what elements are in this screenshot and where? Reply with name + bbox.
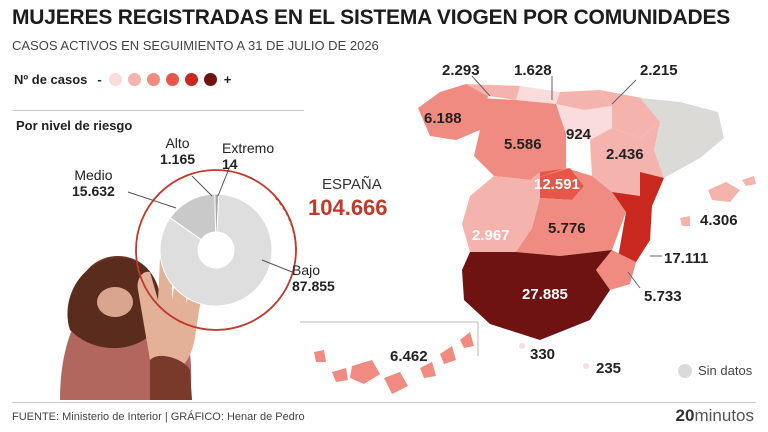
region-shape [516, 168, 626, 256]
legend-swatch [127, 73, 141, 86]
color-legend: Nº de casos - + [14, 72, 235, 87]
no-data-swatch [678, 363, 692, 378]
legend-label: Nº de casos [14, 72, 88, 87]
legend-swatch [203, 73, 217, 86]
donut-chart [127, 165, 293, 307]
region-shape [596, 250, 636, 290]
region-shape [418, 84, 488, 140]
footer-source: FUENTE: Ministerio de Interior | GRÁFICO… [12, 411, 305, 423]
brand-logo: 20minutos [676, 406, 754, 426]
region-shape [583, 363, 589, 369]
region-shape [466, 84, 520, 100]
region-shape [556, 104, 612, 140]
map-label: 924 [566, 126, 592, 143]
no-data-label: Sin datos [698, 363, 753, 378]
total-connector [275, 197, 297, 251]
region-shape [440, 346, 456, 364]
region-shape [314, 350, 326, 362]
donut-leader-line [127, 191, 177, 209]
legend-swatch [146, 73, 160, 86]
region-shape [460, 332, 474, 348]
label-alto: Alto 1.165 [160, 135, 196, 167]
region-shape [640, 98, 724, 178]
region-shape [556, 90, 612, 110]
legend-minus: - [97, 72, 102, 87]
region-shape [680, 216, 690, 226]
region-shape [462, 172, 540, 252]
total-value: 104.666 [308, 195, 388, 220]
map-label: 5.733 [644, 288, 682, 305]
region-shape [462, 250, 612, 340]
region-shape [420, 362, 436, 378]
risk-title: Por nivel de riesgo [16, 118, 133, 133]
label-bajo: Bajo 87.855 [292, 262, 335, 294]
map-label: 2.293 [442, 62, 480, 79]
footer-divider [12, 402, 756, 403]
region-shape [350, 360, 380, 384]
legend-swatch [108, 73, 122, 86]
map-label: 1.628 [514, 62, 552, 79]
map-label: 2.436 [606, 146, 644, 163]
legend-dots [106, 73, 220, 86]
donut-slice-alto [214, 193, 220, 233]
brand-num: 20 [675, 406, 695, 425]
page-title: MUJERES REGISTRADAS EN EL SISTEMA VIOGEN… [12, 6, 731, 29]
map-label: 27.885 [522, 286, 568, 303]
region-shape [612, 172, 664, 262]
map-label: 6.462 [390, 348, 428, 365]
donut-leader-line [217, 165, 231, 197]
canarias-frame [300, 321, 479, 356]
donut-slice-bajo [159, 193, 273, 307]
region-shape [708, 182, 740, 202]
total-label: ESPAÑA [322, 176, 382, 193]
label-extremo: Extremo 14 [222, 140, 275, 172]
leader-line [627, 271, 641, 289]
label-medio: Medio 15.632 [72, 167, 115, 199]
map-label: 2.967 [472, 227, 510, 244]
donut-leader-line [261, 259, 293, 273]
region-shape [540, 168, 584, 200]
spain-map [300, 75, 756, 394]
map-label: 330 [530, 346, 556, 363]
map-label: 6.188 [424, 110, 462, 127]
legend-plus: + [223, 72, 232, 87]
region-shape [384, 372, 408, 394]
legend-swatch [184, 73, 198, 86]
legend-swatch [165, 73, 179, 86]
page-subtitle: CASOS ACTIVOS EN SEGUIMIENTO A 31 DE JUL… [12, 38, 379, 53]
map-label: 4.306 [700, 212, 738, 229]
brand-text: minutos [694, 406, 754, 425]
donut-leader-line [191, 175, 213, 197]
region-shape [516, 86, 560, 104]
region-shape [519, 343, 525, 349]
divider [12, 110, 304, 111]
map-label: 235 [596, 360, 622, 377]
map-label: 17.111 [664, 250, 709, 267]
leader-line [471, 75, 491, 97]
leader-line [611, 79, 637, 105]
region-shape [474, 98, 566, 180]
map-label: 5.586 [504, 136, 542, 153]
region-shape [332, 368, 348, 382]
map-label: 12.591 [534, 176, 580, 193]
map-label: 5.776 [548, 220, 586, 237]
region-shape [742, 176, 756, 186]
map-label: 2.215 [640, 62, 678, 79]
no-data-legend: Sin datos [678, 363, 752, 378]
